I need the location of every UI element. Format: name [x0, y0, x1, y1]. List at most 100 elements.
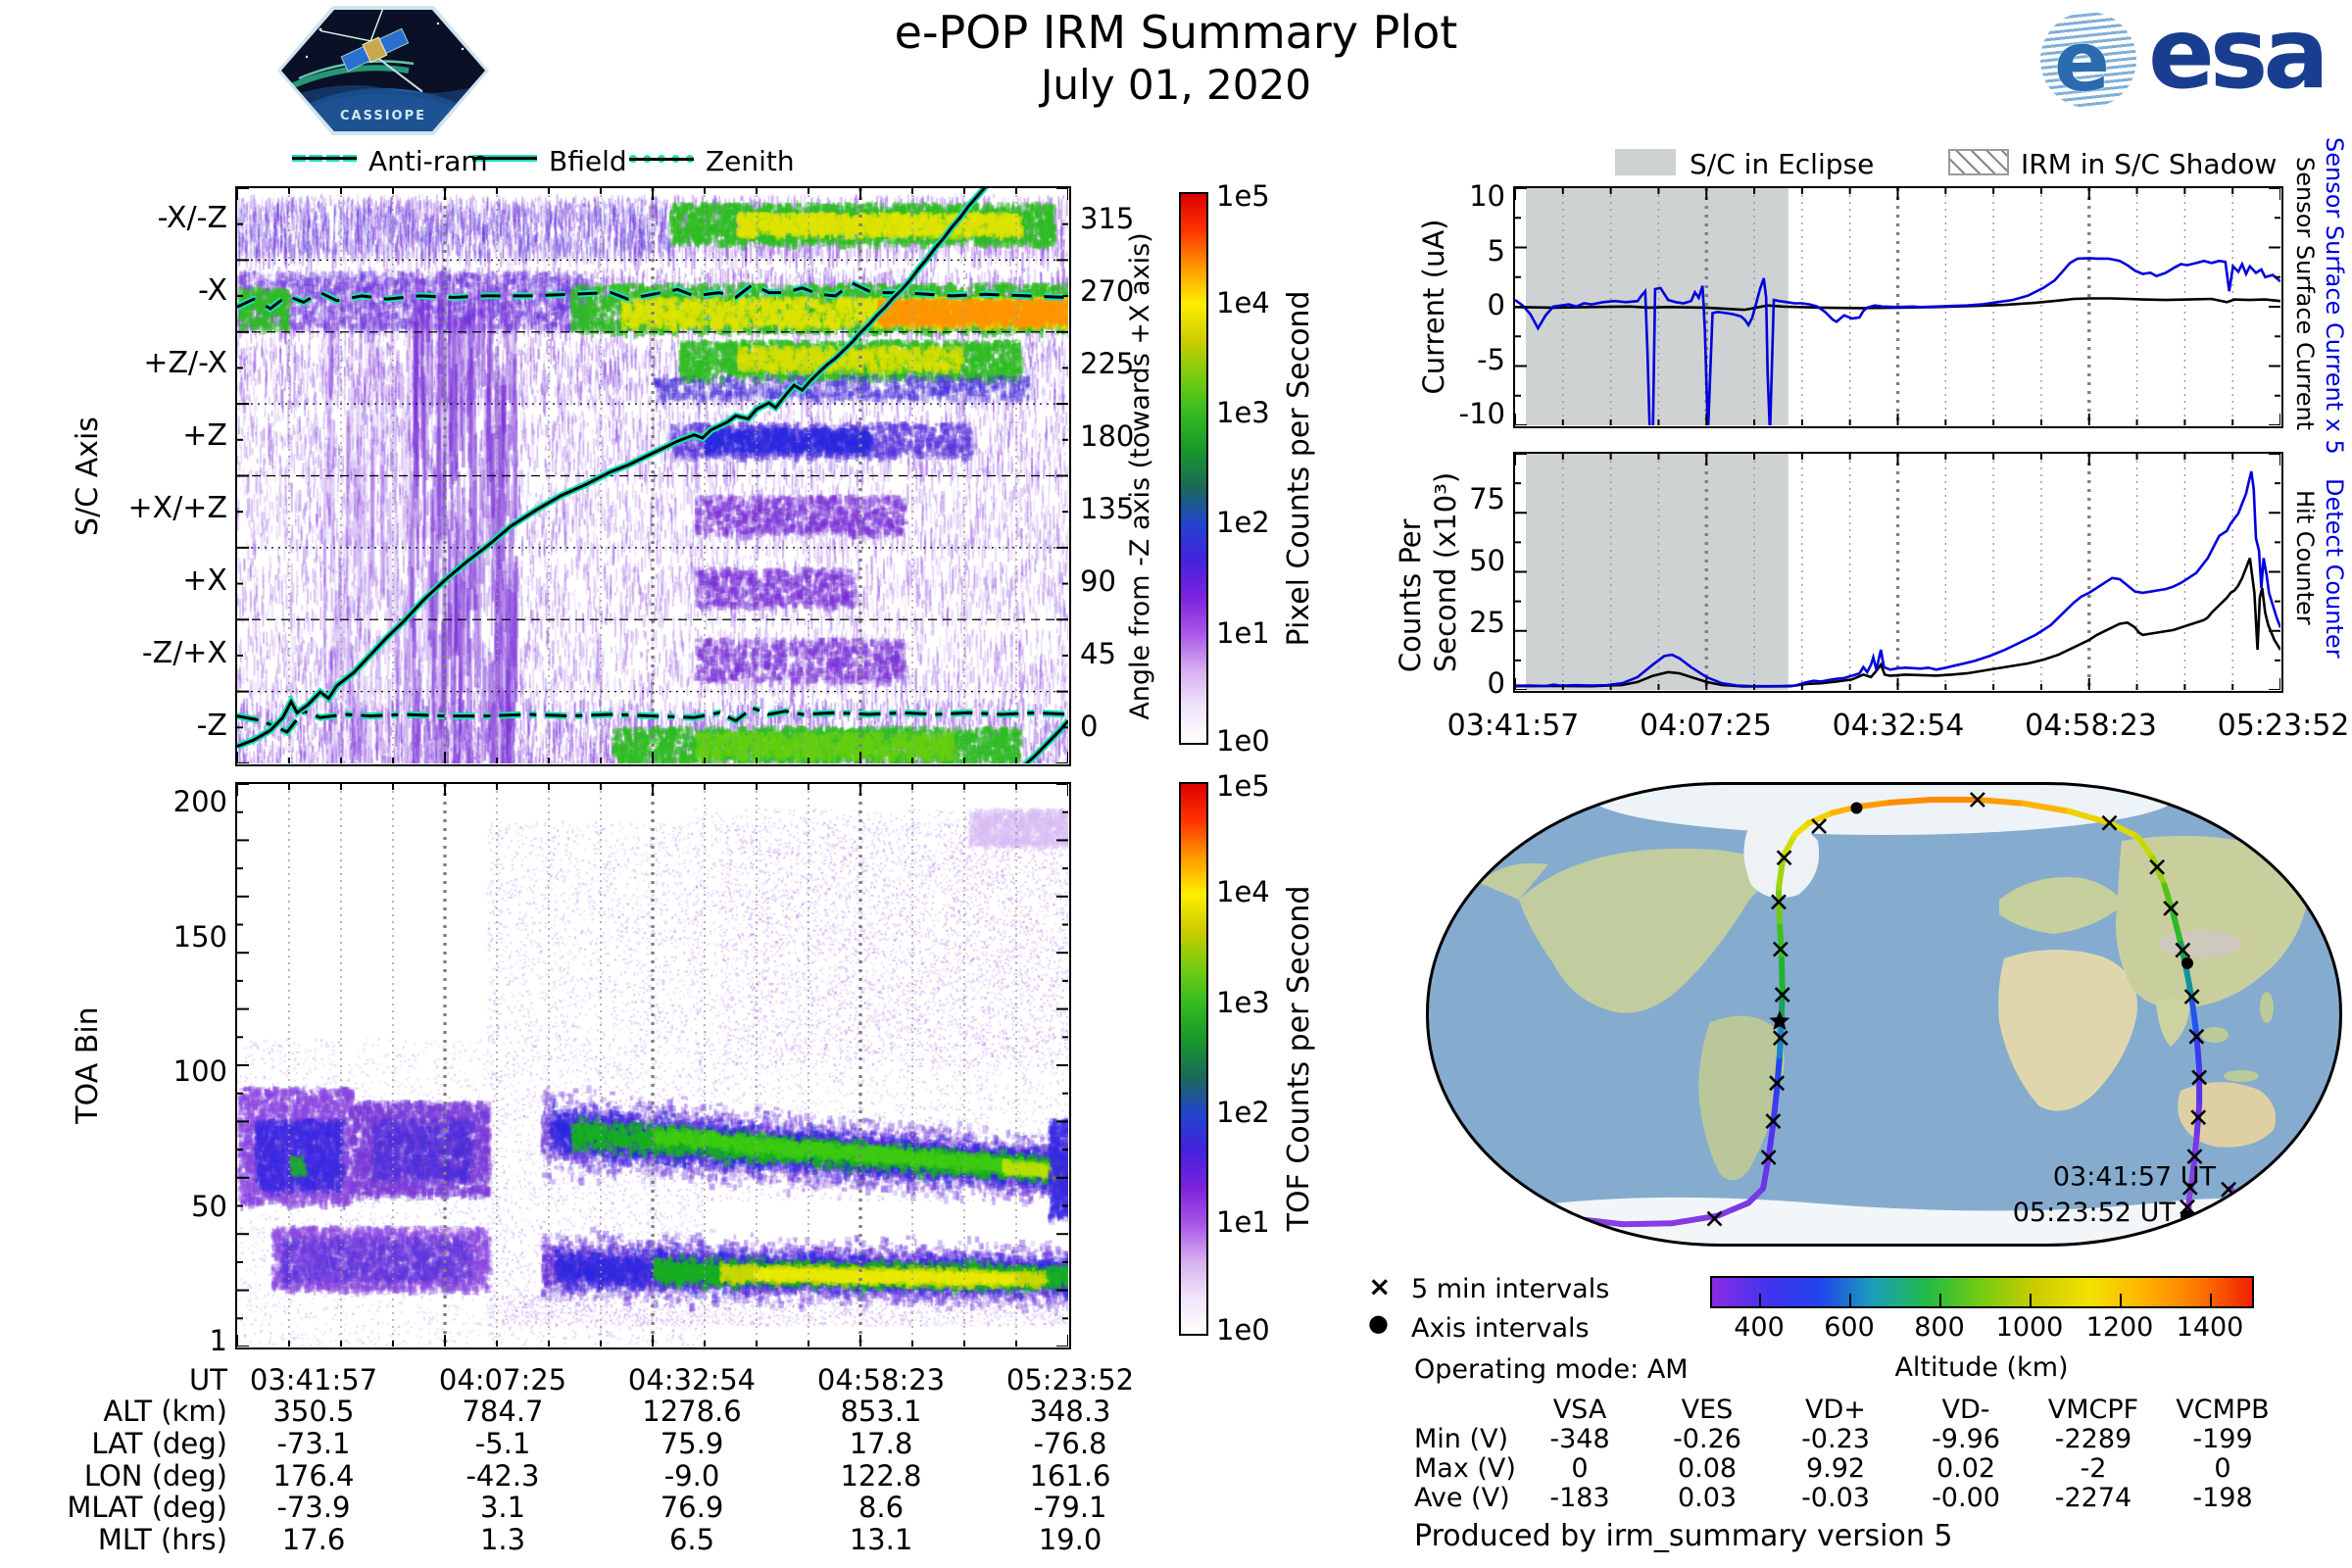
five-min-marker: [2188, 1028, 2205, 1045]
series-sensor_surface_current_x5: [1515, 257, 2280, 425]
himalaya: [2159, 930, 2241, 957]
ground-track-segment: [2188, 996, 2200, 1038]
ephemeris-row-label: LON (deg): [83, 1459, 227, 1494]
ephemeris-row-label: MLT (hrs): [97, 1523, 227, 1557]
voltage-column-header: VD-: [1941, 1394, 1990, 1425]
ground-track-segment: [2106, 819, 2141, 840]
cassiope-patch-art: CASSIOPE: [281, 10, 485, 131]
time-tick-label: 04:58:23: [2025, 709, 2157, 744]
legend-label-bfield: Bfield: [549, 144, 627, 177]
landmass-africa: [1998, 949, 2137, 1111]
series-sensor_surface_current: [1515, 297, 2280, 312]
ground-track-segment: [1855, 799, 1894, 810]
ephemeris-value: 3.1: [479, 1491, 526, 1525]
ephemeris-value: 04:32:54: [627, 1363, 757, 1397]
current-plot: [1513, 186, 2283, 428]
ephemeris-value: -73.9: [276, 1491, 351, 1525]
plot4-right-label-outer: Detect Counter: [2321, 478, 2348, 659]
overlay-line: [237, 188, 987, 748]
landmass-alaska: [1480, 862, 1548, 900]
time-tick-label: 03:41:57: [1446, 709, 1580, 744]
angle-tick-label: 180: [1080, 419, 1135, 454]
voltage-value: -2274: [2054, 1482, 2132, 1513]
current-ytick: 5: [1487, 234, 1505, 269]
altitude-tick: 1000: [1995, 1311, 2064, 1343]
voltage-value: 0.08: [1677, 1452, 1738, 1484]
voltage-column-header: VCMPB: [2176, 1394, 2270, 1425]
angle-tick-label: 45: [1080, 637, 1116, 671]
overlay-line: [237, 706, 1068, 734]
counts-ytick: 25: [1469, 606, 1505, 640]
ground-track-segment: [2193, 1031, 2203, 1072]
ground-track-segment: [1620, 1220, 1675, 1228]
colorbar-tick: 1e2: [1216, 506, 1270, 540]
voltage-value: -9.96: [1932, 1423, 2000, 1454]
ephemeris-value: 853.1: [840, 1395, 922, 1429]
toa-tick-label: 150: [172, 920, 227, 955]
map-content: 03:41:57 UT 05:23:52 UT: [1427, 783, 2341, 1246]
voltage-value: 0: [2214, 1452, 2231, 1484]
five-min-marker: [1969, 792, 1985, 808]
voltage-column-header: VD+: [1805, 1394, 1866, 1425]
ground-track-segment: [1765, 1120, 1777, 1160]
x-marker-icon: ×: [1368, 1270, 1392, 1302]
five-min-marker: [1765, 1113, 1782, 1129]
voltage-value: 9.92: [1805, 1452, 1866, 1484]
eclipse-region: [1525, 454, 1788, 690]
five-min-marker: [1772, 1030, 1788, 1047]
altitude-colorbar-label: Altitude (km): [1894, 1352, 2069, 1383]
colorbar-tick: 1e1: [1216, 615, 1270, 650]
counts-plot: [1513, 452, 2283, 693]
ephemeris-value: -79.1: [1033, 1491, 1107, 1525]
eclipse-legend-label: S/C in Eclipse: [1690, 148, 1875, 180]
legend-line-bfield: [472, 155, 537, 162]
colorbar-tick: 1e1: [1216, 1204, 1270, 1239]
ephemeris-value: 161.6: [1029, 1459, 1111, 1494]
ephemeris-value: 784.7: [462, 1395, 544, 1429]
ground-track-segment: [1974, 797, 2027, 807]
five-min-marker: [1771, 894, 1787, 910]
page-title: e-POP IRM Summary Plot: [894, 6, 1458, 59]
sc-axis-row-label: +Z: [182, 418, 227, 454]
toa-tick-label: 1: [209, 1324, 227, 1358]
ground-track-segment: [1775, 885, 1783, 925]
angle-tick-label: 270: [1080, 274, 1135, 309]
landmass-india: [2156, 998, 2190, 1047]
five-min-marker: [2175, 942, 2191, 958]
ephemeris-row-label: UT: [189, 1363, 227, 1397]
altitude-tick-mark: [1849, 1294, 1851, 1307]
voltage-column-header: VES: [1681, 1394, 1734, 1425]
ephemeris-value: 13.1: [849, 1523, 913, 1557]
colorbar-tick: 1e5: [1216, 769, 1270, 804]
indochina: [2201, 1027, 2229, 1043]
voltage-value: -198: [2192, 1482, 2253, 1513]
ground-track-segment: [2134, 833, 2156, 861]
toa-tick-label: 200: [172, 785, 227, 819]
altitude-tick-mark: [1759, 1294, 1761, 1307]
altitude-tick: 1400: [2176, 1311, 2244, 1343]
colorbar-tick: 1e4: [1216, 285, 1270, 319]
sc-axis-row-label: +X: [182, 564, 227, 599]
ephemeris-value: -5.1: [474, 1427, 531, 1461]
angle-tick-label: 135: [1080, 492, 1135, 526]
five-min-marker: [2183, 989, 2200, 1004]
ground-track-segment: [1791, 819, 1812, 838]
time-tick-label: 04:07:25: [1640, 709, 1772, 744]
landmass-antarctica: [1485, 1197, 2313, 1246]
landmass-australia: [2178, 1082, 2277, 1148]
esa-logo-text: esa: [2148, 0, 2329, 111]
five-min-marker: [1774, 987, 1790, 1004]
colorbar2-label: TOF Counts per Second: [1282, 885, 1316, 1232]
five-min-marker: [2190, 1109, 2207, 1126]
overlay-line: [237, 281, 1068, 311]
landmass-europe: [1999, 876, 2124, 934]
five-min-marker: [2181, 1179, 2198, 1196]
shadow-legend-swatch: [1948, 149, 2009, 175]
ground-track-segment: [2235, 1199, 2246, 1216]
ground-track-segment: [1887, 797, 1936, 806]
map-start-time-label: 03:41:57 UT: [2053, 1161, 2217, 1192]
operating-mode: Operating mode: AM: [1414, 1354, 1689, 1385]
counts-ytick: 75: [1469, 482, 1505, 516]
pixel-counts-colorbar: [1179, 192, 1208, 745]
ground-track-segment: [1714, 1200, 1752, 1219]
